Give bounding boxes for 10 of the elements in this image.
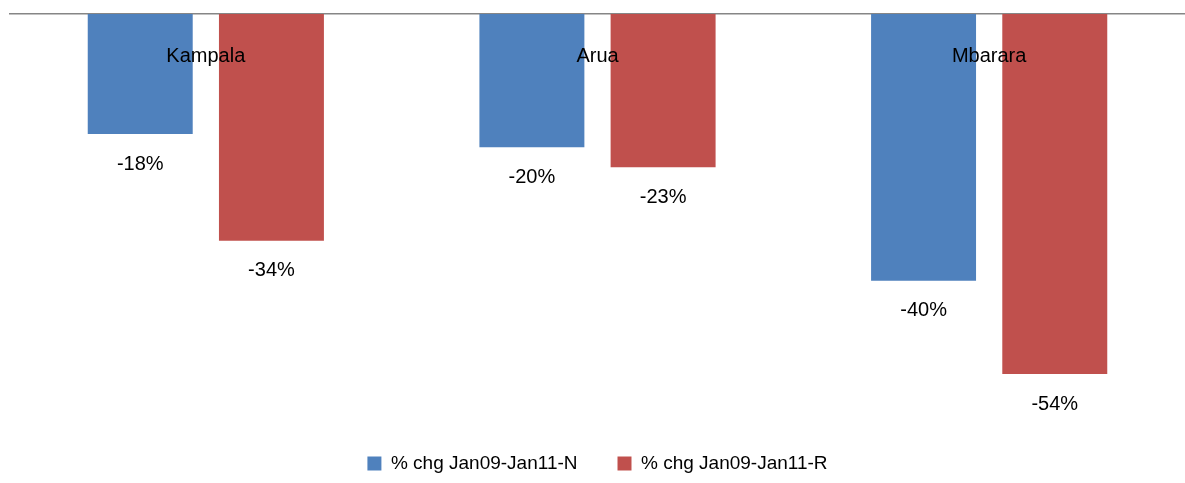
legend-label: % chg Jan09-Jan11-R xyxy=(641,451,828,473)
x-tick-label: Kampala xyxy=(166,43,247,66)
data-label: -18% xyxy=(116,151,164,174)
legend-label: % chg Jan09-Jan11-N xyxy=(390,451,578,473)
data-label: -54% xyxy=(1031,391,1079,414)
data-label: -20% xyxy=(508,164,556,187)
x-tick-label: Mbarara xyxy=(951,43,1028,66)
data-label: -23% xyxy=(639,184,687,207)
data-label: -40% xyxy=(900,298,948,321)
data-label: -34% xyxy=(248,258,295,281)
